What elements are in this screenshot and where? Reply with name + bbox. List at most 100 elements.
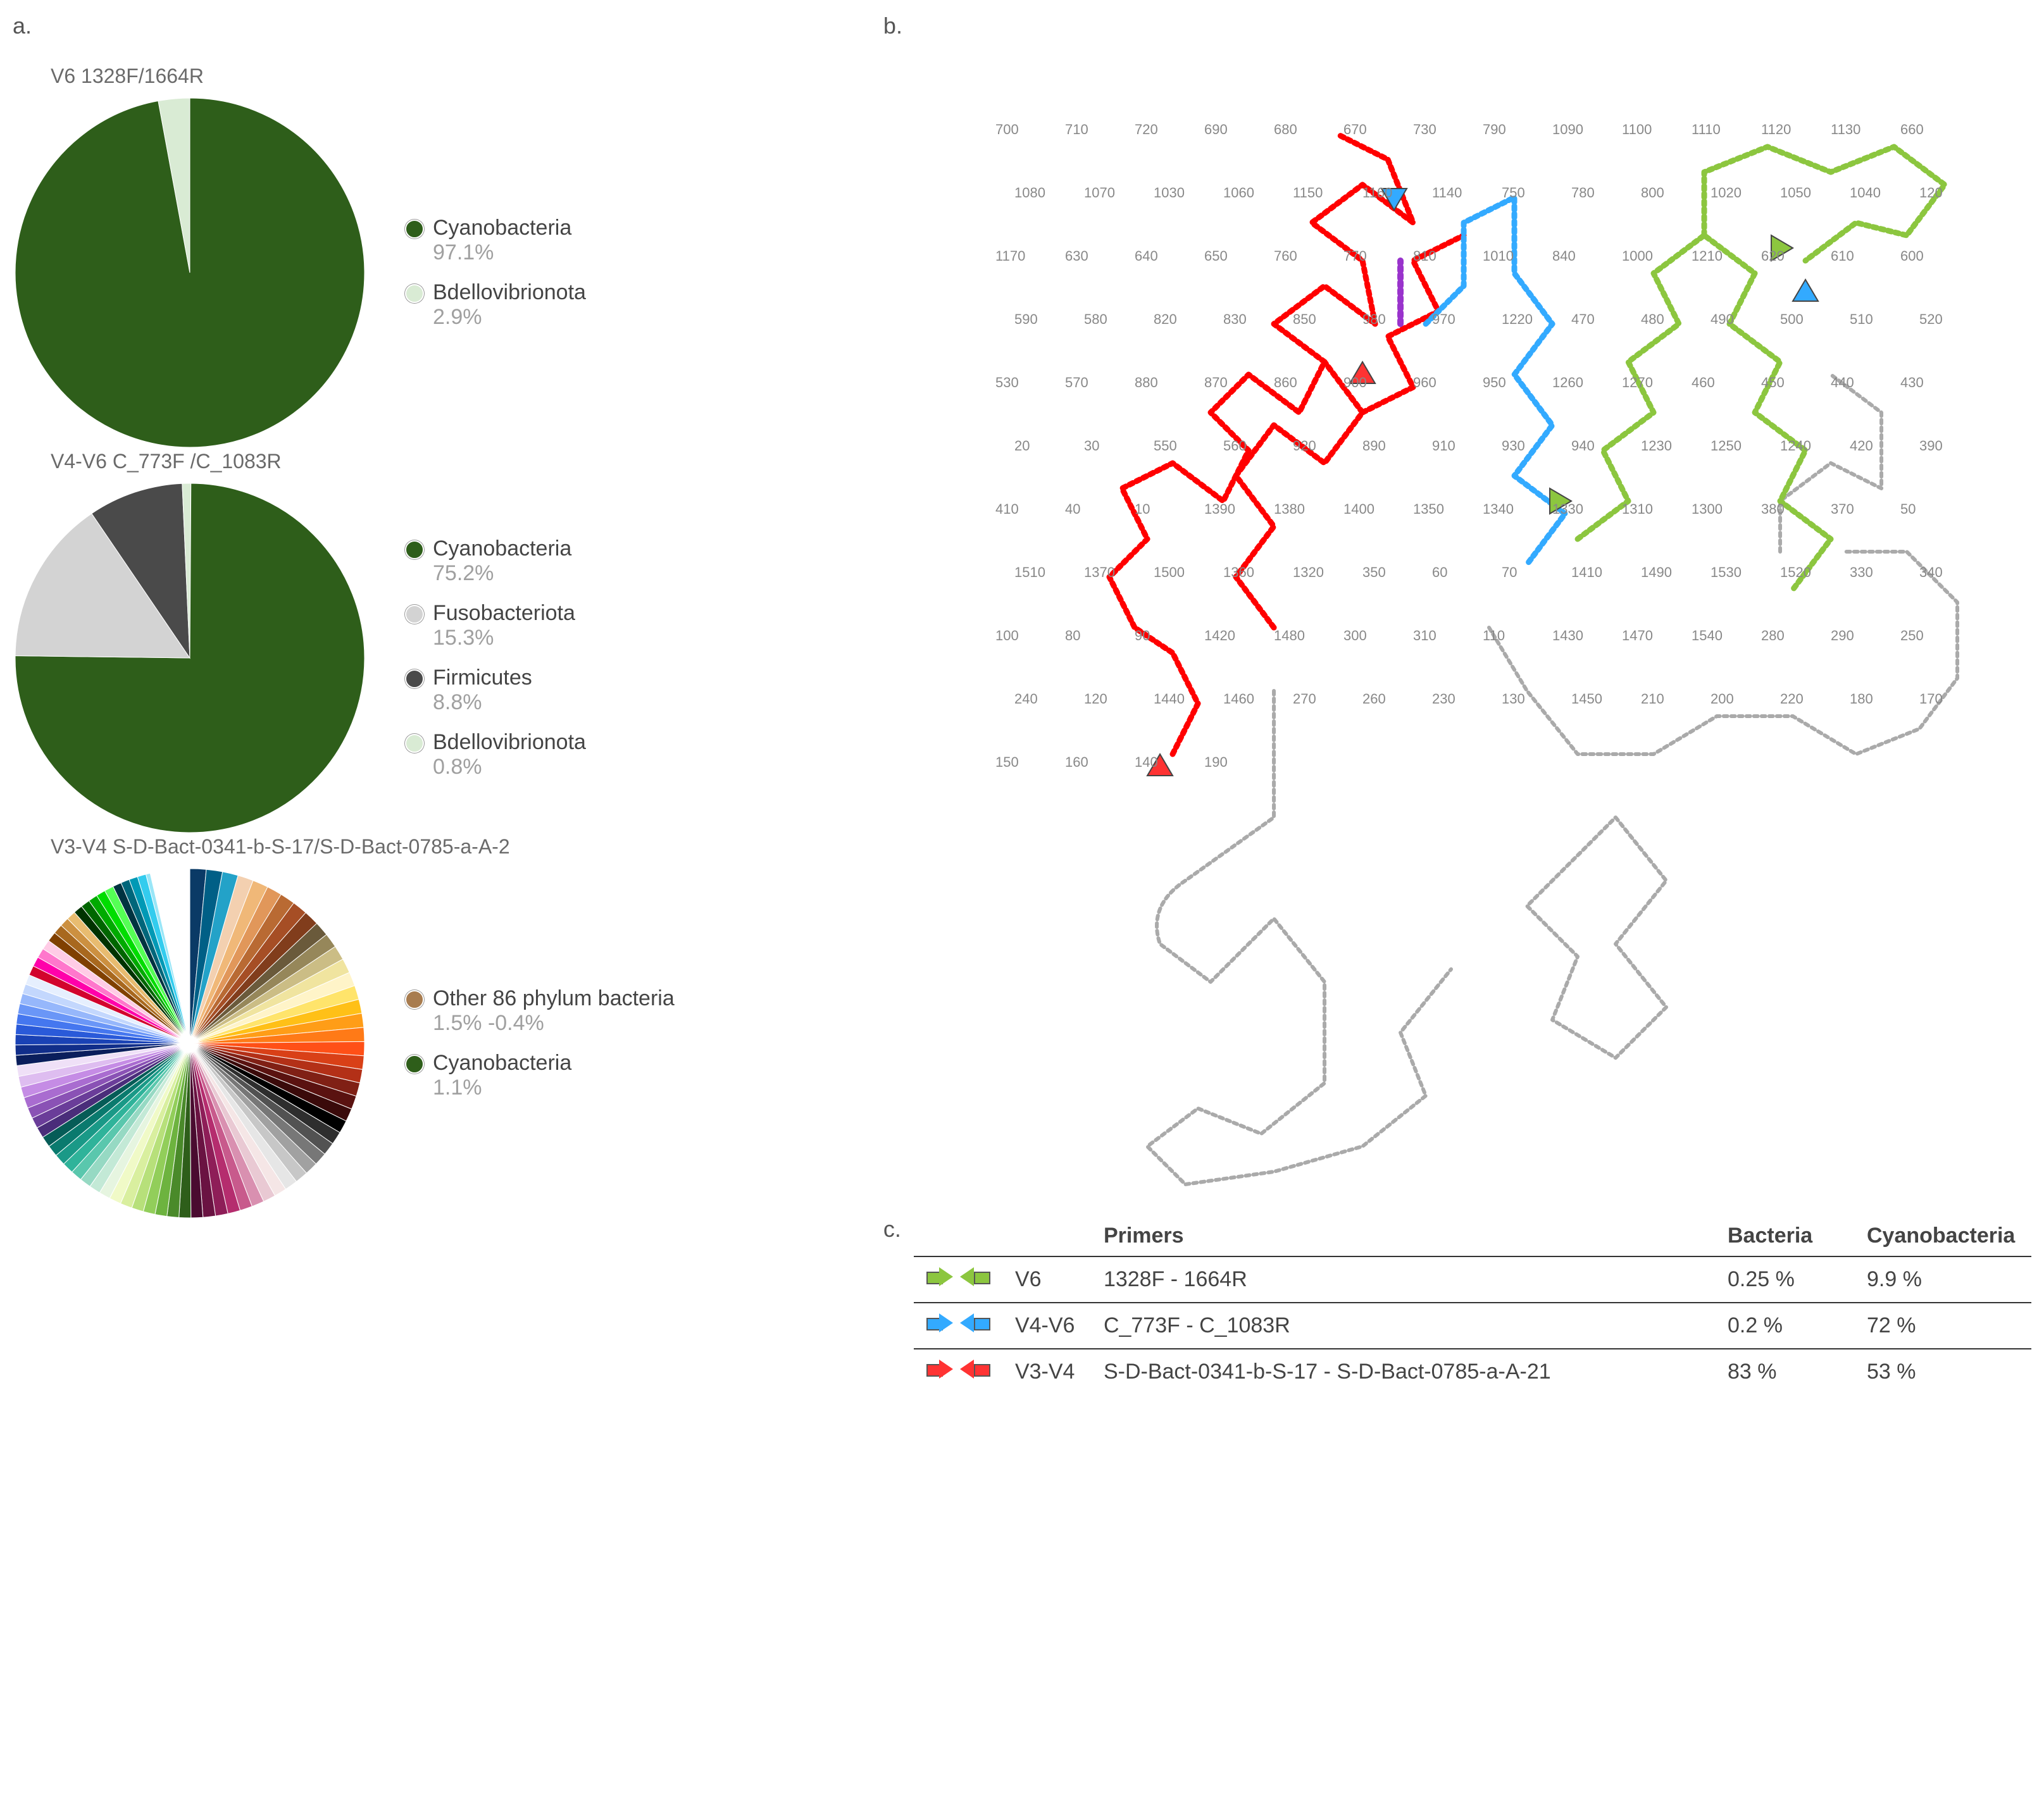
primers-cell: C_773F - C_1083R bbox=[1091, 1303, 1715, 1349]
rna-position-label: 140 bbox=[1135, 754, 1158, 770]
rna-position-label: 40 bbox=[1065, 501, 1080, 517]
legend-swatch bbox=[405, 734, 424, 753]
rna-position-label: 870 bbox=[1204, 375, 1228, 390]
rna-position-label: 1370 bbox=[1084, 564, 1115, 580]
rna-position-label: 1150 bbox=[1293, 185, 1323, 201]
primer-table: Primers Bacteria Cyanobacteria V6 1328F … bbox=[914, 1216, 2031, 1394]
rna-position-label: 920 bbox=[1293, 438, 1316, 454]
rna-position-label: 1400 bbox=[1343, 501, 1374, 517]
rna-position-label: 670 bbox=[1343, 121, 1367, 137]
rna-position-label: 1230 bbox=[1641, 438, 1672, 454]
th-primers: Primers bbox=[1091, 1216, 1715, 1256]
rna-position-label: 1390 bbox=[1204, 501, 1235, 517]
pie-chart-1: V4-V6 C_773F /C_1083R Cyanobacteria75.2% F… bbox=[13, 450, 864, 835]
rna-position-label: 1510 bbox=[1014, 564, 1045, 580]
cyano-cell: 53 % bbox=[1854, 1349, 2031, 1394]
rna-position-label: 1310 bbox=[1622, 501, 1653, 517]
rna-position-label: 1130 bbox=[1831, 121, 1860, 137]
table-row: V6 1328F - 1664R 0.25 % 9.9 % bbox=[914, 1256, 2031, 1303]
rna-position-label: 480 bbox=[1641, 311, 1664, 327]
rna-position-label: 500 bbox=[1780, 311, 1804, 327]
rna-position-label: 570 bbox=[1065, 375, 1088, 390]
rna-position-label: 10 bbox=[1135, 501, 1150, 517]
pie-svg bbox=[13, 866, 367, 1220]
rna-position-label: 550 bbox=[1154, 438, 1177, 454]
panel-a: a. V6 1328F/1664RCyanobacteria97.1%Bdell… bbox=[13, 13, 864, 1394]
rna-position-label: 1540 bbox=[1692, 628, 1723, 643]
rna-position-label: 600 bbox=[1900, 248, 1924, 264]
rna-position-label: 390 bbox=[1919, 438, 1943, 454]
rna-position-label: 700 bbox=[995, 121, 1019, 137]
region-cell: V3-V4 bbox=[1002, 1349, 1091, 1394]
legend-item: Cyanobacteria97.1% bbox=[405, 216, 586, 265]
rna-position-label: 120 bbox=[1919, 185, 1943, 201]
rna-position-label: 380 bbox=[1761, 501, 1785, 517]
rna-position-label: 150 bbox=[995, 754, 1019, 770]
pie-svg bbox=[13, 96, 367, 450]
region-cell: V6 bbox=[1002, 1256, 1091, 1303]
rna-position-label: 780 bbox=[1571, 185, 1595, 201]
rna-position-label: 450 bbox=[1761, 375, 1785, 390]
figure-root: a. V6 1328F/1664RCyanobacteria97.1%Bdell… bbox=[13, 13, 2031, 1394]
rna-position-label: 770 bbox=[1343, 248, 1367, 264]
rna-position-label: 250 bbox=[1900, 628, 1924, 643]
legend-swatch bbox=[405, 669, 424, 688]
pie-legend: Cyanobacteria75.2%Fusobacteriota15.3%Fir… bbox=[405, 536, 586, 779]
rna-position-label: 1040 bbox=[1850, 185, 1881, 201]
legend-item: Bdellovibrionota2.9% bbox=[405, 280, 586, 330]
arrow-pair-icon bbox=[914, 1349, 1002, 1394]
rna-position-label: 800 bbox=[1641, 185, 1664, 201]
th-bacteria: Bacteria bbox=[1715, 1216, 1854, 1256]
rna-position-label: 230 bbox=[1432, 691, 1455, 707]
rna-position-label: 50 bbox=[1900, 501, 1916, 517]
rna-position-label: 1120 bbox=[1761, 121, 1791, 137]
rna-position-label: 160 bbox=[1065, 754, 1088, 770]
rna-position-label: 1480 bbox=[1274, 628, 1305, 643]
pie-chart-2: V3-V4 S-D-Bact-0341-b-S-17/S-D-Bact-0785… bbox=[13, 835, 864, 1220]
rna-position-label: 810 bbox=[1413, 248, 1436, 264]
rna-position-label: 1410 bbox=[1571, 564, 1602, 580]
rna-position-label: 590 bbox=[1014, 311, 1038, 327]
rna-position-label: 960 bbox=[1413, 375, 1436, 390]
rna-position-label: 620 bbox=[1761, 248, 1785, 264]
legend-swatch bbox=[405, 1055, 424, 1074]
rna-position-label: 690 bbox=[1204, 121, 1228, 137]
region-cell: V4-V6 bbox=[1002, 1303, 1091, 1349]
pie-title: V6 1328F/1664R bbox=[51, 65, 864, 88]
rna-position-label: 680 bbox=[1274, 121, 1297, 137]
legend-item: Cyanobacteria75.2% bbox=[405, 536, 586, 586]
legend-item: Cyanobacteria1.1% bbox=[405, 1051, 675, 1100]
rna-position-label: 1470 bbox=[1622, 628, 1653, 643]
rna-position-label: 1350 bbox=[1413, 501, 1444, 517]
legend-swatch bbox=[405, 284, 424, 303]
rna-position-label: 190 bbox=[1204, 754, 1228, 770]
rna-position-label: 520 bbox=[1919, 311, 1943, 327]
legend-item: Other 86 phylum bacteria1.5% -0.4% bbox=[405, 986, 675, 1036]
legend-swatch bbox=[405, 220, 424, 239]
legend-swatch bbox=[405, 605, 424, 624]
legend-swatch bbox=[405, 540, 424, 559]
th-cyano: Cyanobacteria bbox=[1854, 1216, 2031, 1256]
rna-position-label: 1250 bbox=[1711, 438, 1742, 454]
rna-position-label: 1460 bbox=[1223, 691, 1254, 707]
rna-position-label: 430 bbox=[1900, 375, 1924, 390]
pie-title: V3-V4 S-D-Bact-0341-b-S-17/S-D-Bact-0785… bbox=[51, 835, 864, 859]
rna-position-label: 880 bbox=[1135, 375, 1158, 390]
rna-position-label: 1240 bbox=[1780, 438, 1811, 454]
rna-position-label: 1020 bbox=[1711, 185, 1742, 201]
pie-title: V4-V6 C_773F /C_1083R bbox=[51, 450, 864, 473]
rna-position-label: 1000 bbox=[1622, 248, 1653, 264]
rna-position-label: 340 bbox=[1919, 564, 1943, 580]
rna-position-label: 410 bbox=[995, 501, 1019, 517]
rna-position-label: 1270 bbox=[1622, 375, 1653, 390]
rna-position-label: 60 bbox=[1432, 564, 1447, 580]
rna-position-label: 640 bbox=[1135, 248, 1158, 264]
rna-position-label: 840 bbox=[1552, 248, 1576, 264]
rna-position-label: 720 bbox=[1135, 121, 1158, 137]
legend-swatch bbox=[405, 990, 424, 1009]
rna-position-label: 180 bbox=[1850, 691, 1873, 707]
rna-position-label: 1090 bbox=[1552, 121, 1583, 137]
rna-svg: 7007107206906806707307901090110011101120… bbox=[883, 58, 2031, 1197]
legend-item: Fusobacteriota15.3% bbox=[405, 601, 586, 650]
rna-position-label: 530 bbox=[995, 375, 1019, 390]
